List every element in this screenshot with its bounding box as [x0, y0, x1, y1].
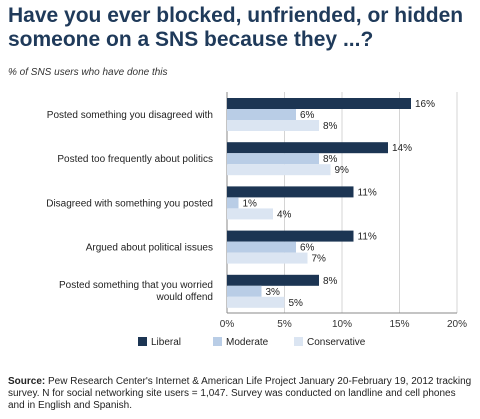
legend-label: Conservative: [307, 337, 366, 348]
category-label: Argued about political issues: [86, 243, 213, 254]
data-label: 4%: [277, 209, 292, 220]
x-tick-label: 5%: [277, 319, 292, 330]
bar-moderate: [227, 285, 262, 297]
bar-conservative: [227, 164, 331, 176]
category-label: would offend: [155, 292, 213, 303]
data-label: 7%: [312, 254, 327, 265]
bar-moderate: [227, 109, 296, 120]
data-label: 3%: [266, 287, 281, 298]
bar-liberal: [227, 274, 319, 286]
chart-title: Have you ever blocked, unfriended, or hi…: [8, 4, 474, 52]
category-label: Posted too frequently about politics: [57, 154, 213, 165]
bar-conservative: [227, 252, 308, 264]
source-note: Source: Pew Research Center's Internet &…: [8, 376, 474, 412]
chart-title-line-1: Have you ever blocked, unfriended, or hi…: [8, 4, 464, 27]
data-label: 1%: [243, 198, 258, 209]
bar-conservative: [227, 120, 319, 131]
bar-liberal: [227, 230, 354, 242]
source-label: Source:: [8, 376, 46, 387]
bar-chart: 0% 5% 10% 15% 20% Posted something you disagr…: [46, 92, 467, 348]
legend-label: Moderate: [226, 337, 269, 348]
data-label: 8%: [323, 154, 338, 165]
x-tick-label: 10%: [332, 319, 352, 330]
bar-liberal: [227, 98, 411, 109]
category-label: Posted something you disagreed with: [47, 110, 213, 121]
bar-moderate: [227, 197, 239, 209]
legend-swatch-liberal: [138, 337, 147, 346]
category-label: Posted something that you worried: [59, 280, 213, 291]
data-label: 11%: [358, 232, 377, 243]
data-label: 8%: [323, 121, 338, 132]
legend-swatch-moderate: [213, 337, 222, 346]
data-label: 6%: [300, 243, 315, 254]
bar-liberal: [227, 142, 388, 154]
source-text: Pew Research Center's Internet & America…: [8, 376, 472, 411]
legend-label: Liberal: [151, 337, 181, 348]
data-label: 5%: [289, 298, 304, 309]
data-label: 8%: [323, 276, 338, 287]
data-label: 16%: [415, 99, 435, 110]
data-label: 14%: [392, 143, 412, 154]
bar-moderate: [227, 153, 319, 165]
bar-moderate: [227, 241, 296, 253]
chart-subtitle: % of SNS users who have done this: [8, 67, 168, 78]
bar-conservative: [227, 208, 273, 220]
data-label: 11%: [358, 187, 377, 198]
data-label: 6%: [300, 110, 315, 121]
x-tick-label: 15%: [389, 319, 409, 330]
category-label: Disagreed with something you posted: [46, 198, 213, 209]
bar-conservative: [227, 296, 285, 308]
chart-title-line-2: someone on a SNS because they ...?: [8, 28, 374, 51]
x-tick-label: 20%: [447, 319, 467, 330]
x-tick-label: 0%: [220, 319, 235, 330]
bar-liberal: [227, 186, 354, 198]
legend-swatch-conservative: [294, 337, 303, 346]
data-label: 9%: [335, 165, 350, 176]
